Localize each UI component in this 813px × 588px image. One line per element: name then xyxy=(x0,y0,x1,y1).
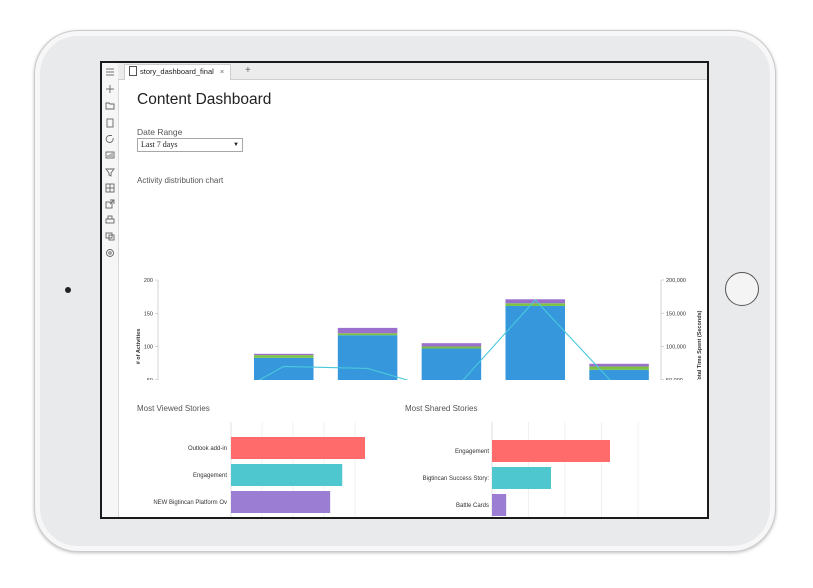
y-tick-label: 200 xyxy=(144,278,153,284)
y2-tick-label: 150,000 xyxy=(666,311,686,317)
bar-shared xyxy=(337,327,398,334)
category-label: Engagement xyxy=(455,449,489,455)
activity-chart: 050100150200050,000100,000150,000200,000… xyxy=(136,278,703,380)
export-icon[interactable] xyxy=(105,199,115,209)
y-tick-label: 150 xyxy=(144,311,153,317)
tab-title: story_dashboard_final xyxy=(140,67,214,76)
screen: story_dashboard_final × + Content Dashboa… xyxy=(100,61,709,519)
bar-partial xyxy=(231,517,327,519)
category-label: NEW Bigtincan Platform Ov xyxy=(153,500,227,506)
bar xyxy=(492,494,507,516)
y2-tick-label: 100,000 xyxy=(666,345,686,351)
tab-bar: story_dashboard_final × + xyxy=(118,63,707,80)
comment-icon[interactable] xyxy=(105,232,115,241)
bar xyxy=(492,467,551,489)
bar-liked xyxy=(505,303,566,306)
category-label: Bigtincan Success Story: xyxy=(423,476,490,482)
bar-liked xyxy=(337,333,398,336)
date-range-label: Date Range xyxy=(137,127,183,137)
folder-icon[interactable] xyxy=(105,102,115,110)
left-toolbar xyxy=(102,63,119,517)
add-icon[interactable] xyxy=(106,85,114,93)
date-range-select[interactable]: Last 7 days ▼ xyxy=(137,138,243,152)
home-button[interactable] xyxy=(725,272,759,306)
bar xyxy=(231,491,331,513)
info-icon[interactable] xyxy=(106,118,114,128)
chart-icon[interactable] xyxy=(105,151,115,159)
close-tab-icon[interactable]: × xyxy=(219,67,225,76)
y-tick-label: 100 xyxy=(144,345,153,351)
dashboard-content: Content Dashboard Date Range Last 7 days… xyxy=(118,80,707,517)
most-viewed-chart: Outlook add-in Engagement NEW Bigtincan Pl… xyxy=(153,422,365,519)
print-icon[interactable] xyxy=(105,215,115,224)
category-label: Engagement xyxy=(193,473,227,479)
y-axis-title: # of Activities xyxy=(136,329,142,365)
bar-shared xyxy=(505,299,566,304)
bar-opened xyxy=(589,369,649,380)
bar xyxy=(492,440,610,462)
bar-opened xyxy=(505,305,566,380)
most-viewed-title: Most Viewed Stories xyxy=(137,404,210,413)
layout-icon[interactable] xyxy=(105,183,115,193)
settings-icon[interactable] xyxy=(106,249,114,257)
page-title: Content Dashboard xyxy=(137,91,272,108)
category-label: Outlook add-in xyxy=(188,446,227,452)
bar xyxy=(231,464,343,486)
bar-shared xyxy=(253,353,314,356)
bar-shared xyxy=(421,343,482,347)
most-shared-chart: Engagement Bigtincan Success Story: Battle… xyxy=(423,422,639,517)
bar-liked xyxy=(421,346,482,349)
category-label: Battle Cards xyxy=(456,503,489,509)
bar xyxy=(231,437,365,459)
menu-icon[interactable] xyxy=(106,68,114,76)
most-shared-title: Most Shared Stories xyxy=(405,404,478,413)
y2-tick-label: 200,000 xyxy=(666,278,686,284)
bar-liked xyxy=(253,355,314,358)
time-spent-line xyxy=(258,299,611,380)
bar-shared xyxy=(589,363,649,367)
tab-story-dashboard[interactable]: story_dashboard_final × xyxy=(124,64,232,80)
y-tick-label: 50 xyxy=(147,378,153,380)
camera-dot xyxy=(65,287,71,293)
y2-tick-label: 50,000 xyxy=(666,378,683,380)
y2-axis-title: Total Time Spent (Seconds) xyxy=(697,310,703,380)
date-range-value: Last 7 days xyxy=(141,140,178,149)
bar-opened xyxy=(337,335,398,380)
bar-opened xyxy=(253,357,314,380)
add-tab-button[interactable]: + xyxy=(245,65,251,76)
bar-opened xyxy=(421,348,482,380)
activity-chart-title: Activity distribution chart xyxy=(137,176,224,185)
dropdown-arrow-icon: ▼ xyxy=(233,142,239,148)
document-icon xyxy=(129,66,137,77)
refresh-icon[interactable] xyxy=(105,135,114,143)
bar-liked xyxy=(589,366,649,370)
filter-icon[interactable] xyxy=(105,168,115,177)
